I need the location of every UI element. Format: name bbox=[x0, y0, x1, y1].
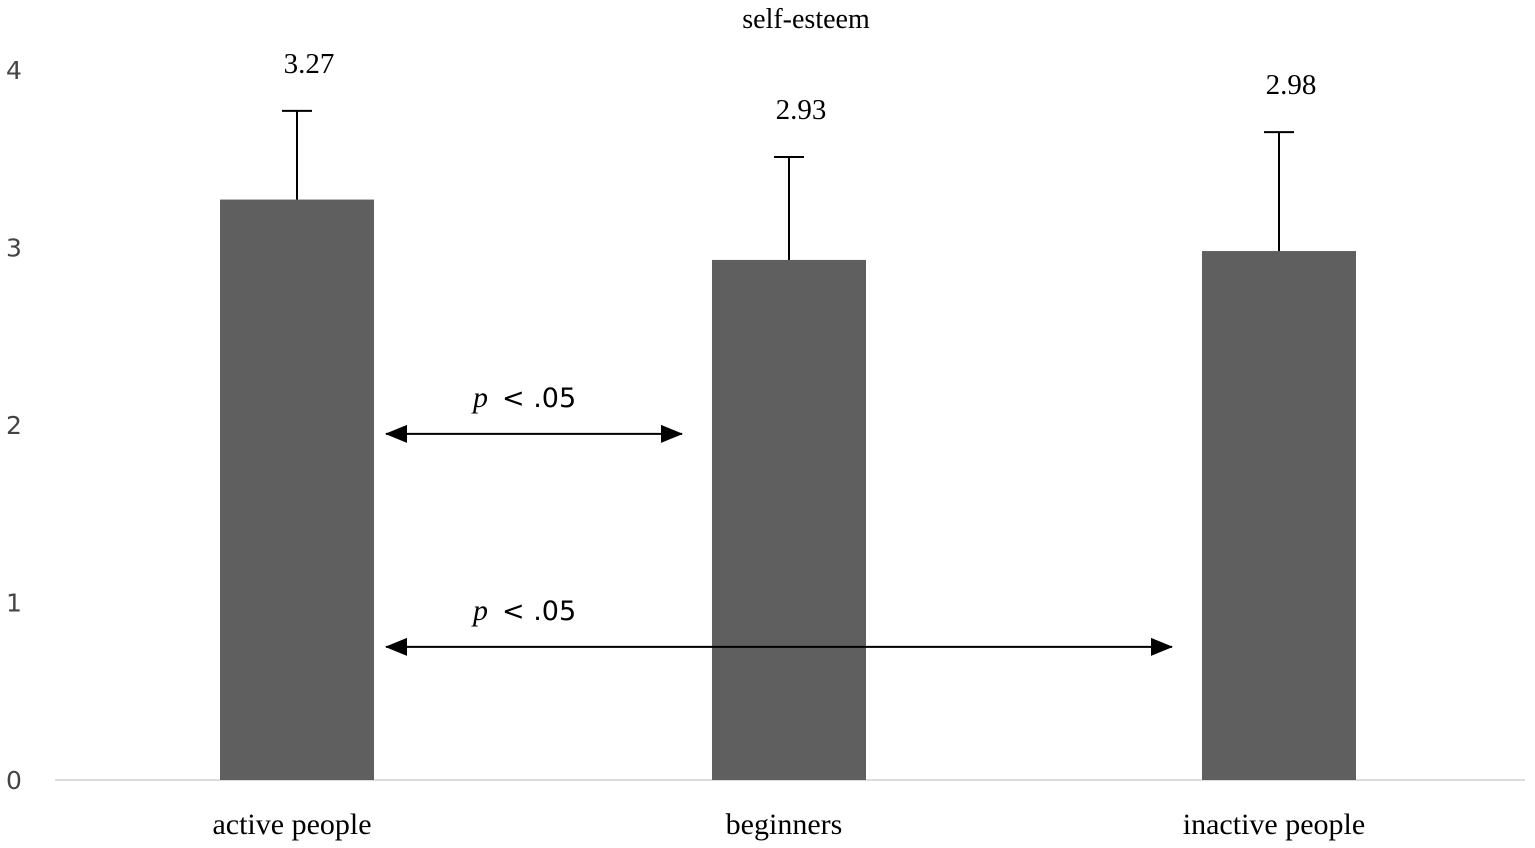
x-category-label: beginners bbox=[726, 808, 843, 841]
significance-arrow: p < .05 bbox=[385, 381, 683, 443]
y-axis-ticks: 0 1 2 3 4 bbox=[6, 56, 22, 795]
bar-value-label: 2.98 bbox=[1266, 69, 1317, 101]
y-tick-label: 3 bbox=[6, 234, 22, 263]
error-bar bbox=[282, 109, 312, 200]
p-symbol: p bbox=[471, 594, 488, 627]
x-category-label: inactive people bbox=[1183, 808, 1365, 841]
bar-value-label: 3.27 bbox=[284, 48, 335, 80]
p-symbol: p bbox=[471, 381, 488, 414]
p-threshold: < .05 bbox=[502, 596, 576, 627]
x-category-label: active people bbox=[212, 808, 371, 841]
error-bar bbox=[774, 155, 804, 260]
significance-label: p < .05 bbox=[471, 594, 576, 627]
p-threshold: < .05 bbox=[502, 383, 576, 414]
y-tick-label: 2 bbox=[6, 411, 22, 440]
error-bar bbox=[1264, 131, 1294, 252]
y-tick-label: 0 bbox=[6, 766, 22, 795]
y-tick-label: 4 bbox=[6, 56, 22, 85]
significance-arrow: p < .05 bbox=[385, 594, 1173, 656]
significance-label: p < .05 bbox=[471, 381, 576, 414]
bar bbox=[1202, 251, 1356, 781]
bar-value-label: 2.93 bbox=[776, 94, 827, 126]
bar bbox=[712, 259, 866, 780]
bars-group: 3.27 active people 2.93 beginners 2.98 inacti… bbox=[212, 48, 1365, 841]
significance-annotations: p < .05 p < .05 bbox=[385, 381, 1173, 656]
y-tick-label: 1 bbox=[6, 589, 22, 618]
bar bbox=[220, 199, 374, 780]
chart-title: self-esteem bbox=[742, 4, 870, 35]
